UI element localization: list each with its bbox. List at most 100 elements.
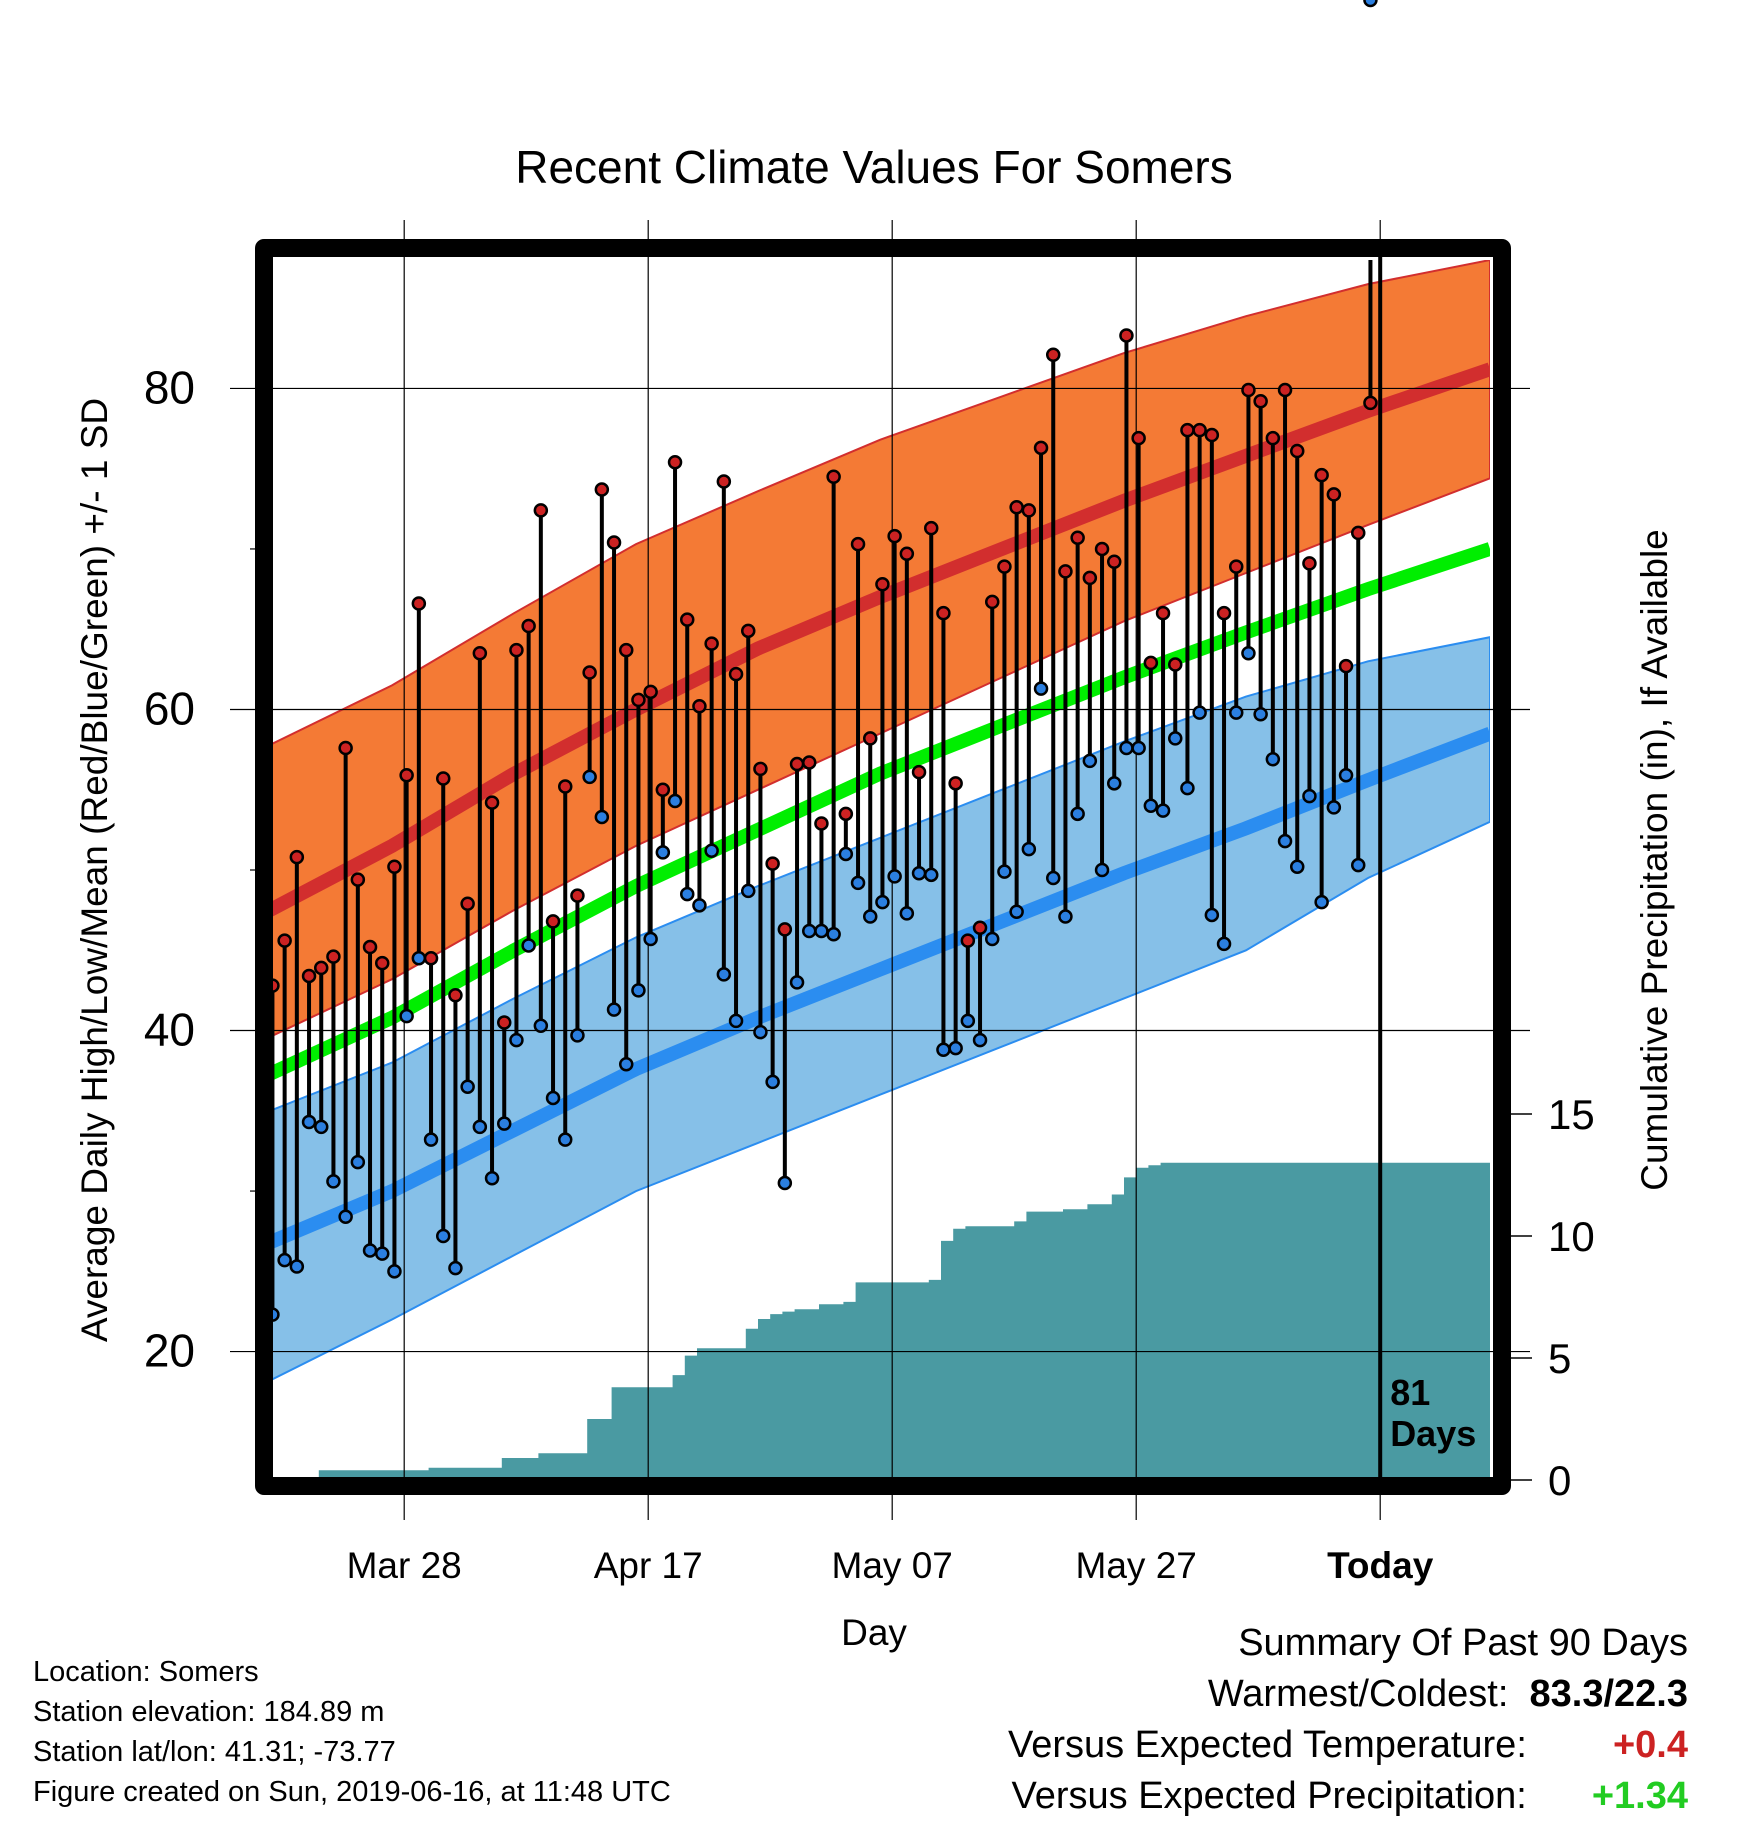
daily-low-point: [606, 1002, 622, 1017]
y2-tick-label: 5: [1548, 1335, 1571, 1382]
daily-high-point: [448, 987, 463, 1003]
daily-low-point: [423, 1132, 439, 1147]
daily-high-point: [838, 806, 854, 822]
daily-low-point: [1216, 936, 1232, 952]
daily-low-point: [1033, 681, 1049, 696]
daily-high-point: [679, 612, 695, 627]
summary-panel: Summary Of Past 90 Days Warmest/Coldest:…: [1008, 1618, 1688, 1822]
daily-low-point: [1350, 857, 1366, 873]
daily-low-point: [789, 975, 805, 990]
daily-low-point: [667, 793, 683, 809]
daily-high-point: [667, 455, 683, 470]
daily-high-point: [1082, 570, 1098, 586]
daily-high-point: [1338, 658, 1354, 674]
daily-low-point: [875, 894, 890, 910]
daily-low-point: [1302, 788, 1317, 804]
daily-high-point: [960, 933, 976, 948]
daily-high-point: [606, 535, 622, 550]
daily-low-point: [1363, 0, 1378, 8]
daily-high-point: [826, 469, 841, 484]
daily-high-point: [594, 482, 610, 497]
daily-high-point: [1094, 541, 1110, 557]
y-tick-label: 60: [144, 682, 195, 734]
daily-low-point: [435, 1228, 451, 1244]
daily-high-point: [1326, 487, 1342, 502]
daily-high-point: [777, 922, 793, 937]
daily-high-point: [1363, 395, 1378, 411]
daily-high-point: [570, 888, 585, 903]
daily-low-point: [679, 886, 695, 902]
daily-high-point: [1228, 559, 1244, 574]
daily-low-point: [1143, 798, 1159, 814]
y-tick-label: 40: [144, 1004, 195, 1056]
daily-low-point: [740, 883, 756, 899]
daily-low-point: [1131, 740, 1146, 756]
daily-low-point: [655, 845, 671, 860]
daily-low-point: [1265, 751, 1281, 767]
daily-high-point: [1192, 422, 1207, 438]
today-days-label: Days: [1390, 1413, 1476, 1454]
daily-high-point: [875, 577, 890, 592]
y2-tick-label: 15: [1548, 1091, 1595, 1138]
daily-low-point: [704, 843, 719, 858]
daily-low-point: [362, 1243, 378, 1258]
daily-high-point: [984, 594, 1000, 610]
daily-low-point: [1314, 894, 1329, 910]
daily-high-point: [277, 933, 292, 948]
daily-low-point: [374, 1246, 390, 1261]
summary-temp-row: Versus Expected Temperature: +0.4: [1008, 1720, 1688, 1771]
daily-high-point: [765, 856, 780, 871]
daily-high-point: [948, 776, 963, 791]
created-text: Figure created on Sun, 2019-06-16, at 11…: [33, 1776, 671, 1808]
chart-title: Recent Climate Values For Somers: [515, 141, 1233, 193]
daily-low-point: [1326, 800, 1342, 815]
daily-high-point: [484, 795, 500, 810]
daily-high-point: [1265, 430, 1281, 446]
daily-low-point: [277, 1252, 292, 1268]
daily-high-point: [936, 605, 951, 621]
daily-high-point: [728, 666, 744, 682]
daily-low-point: [484, 1170, 500, 1186]
warmest-label: Warmest/Coldest:: [1207, 1673, 1509, 1715]
daily-high-point: [1350, 525, 1366, 541]
daily-low-point: [509, 1032, 524, 1048]
x-tick-label: May 27: [1076, 1545, 1197, 1586]
y2-tick-label: 0: [1548, 1457, 1571, 1504]
daily-low-point: [570, 1028, 585, 1043]
daily-high-point: [1253, 394, 1268, 409]
temp-anomaly-value: +0.4: [1612, 1724, 1688, 1766]
daily-high-point: [850, 536, 866, 552]
daily-high-point: [899, 546, 915, 562]
high-sd-band: [270, 260, 1490, 1039]
x-tick-label: Apr 17: [594, 1545, 703, 1586]
daily-low-point: [1192, 705, 1207, 720]
daily-low-point: [899, 906, 915, 921]
daily-low-point: [521, 938, 536, 953]
daily-low-point: [1106, 776, 1122, 791]
daily-high-point: [1143, 655, 1159, 671]
daily-high-point: [350, 872, 366, 887]
daily-high-point: [582, 665, 597, 680]
daily-low-point: [1155, 803, 1171, 818]
warmest-value: 83.3/22.3: [1529, 1673, 1688, 1715]
daily-low-point: [1082, 753, 1098, 769]
daily-low-point: [1021, 841, 1037, 857]
daily-high-point: [692, 699, 707, 714]
daily-low-point: [301, 1114, 317, 1130]
daily-high-point: [911, 764, 927, 780]
daily-low-point: [716, 967, 732, 982]
daily-high-point: [411, 596, 427, 611]
daily-high-point: [972, 920, 988, 936]
daily-low-point: [911, 865, 927, 881]
daily-low-point: [960, 1013, 976, 1029]
x-tick-label: Mar 28: [347, 1545, 462, 1586]
daily-high-point: [521, 618, 536, 634]
daily-low-point: [765, 1074, 780, 1090]
y-tick-label: 20: [144, 1325, 195, 1377]
daily-high-point: [618, 642, 634, 658]
daily-low-point: [1119, 740, 1134, 756]
daily-high-point: [545, 914, 561, 929]
daily-high-point: [338, 740, 353, 756]
daily-high-point: [631, 692, 646, 708]
